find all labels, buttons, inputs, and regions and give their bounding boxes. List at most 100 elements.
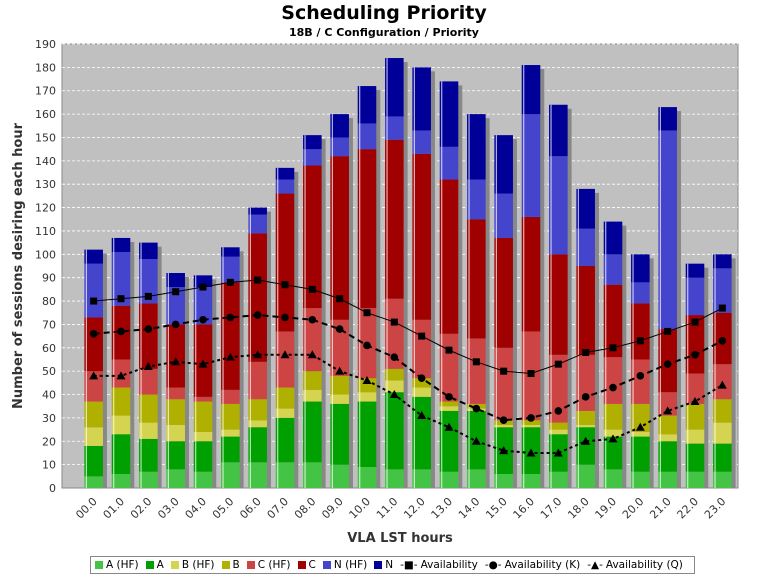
- bar-segment: [84, 445, 103, 477]
- bar-segment: [713, 443, 732, 472]
- x-tick-label: 17.0: [538, 495, 565, 522]
- bar-segment: [248, 399, 267, 421]
- bar-segment: [193, 441, 213, 472]
- bar-segment: [521, 216, 541, 332]
- bar-segment: [357, 149, 377, 309]
- line-marker-square: [609, 344, 617, 352]
- x-tick-label: 22.0: [675, 495, 702, 522]
- line-marker-triangle: [362, 376, 372, 385]
- legend-item: N: [374, 559, 393, 571]
- bar-segment: [467, 114, 486, 180]
- line-marker-triangle: [444, 422, 454, 431]
- line-marker-triangle: [690, 397, 700, 406]
- bar-segment: [439, 81, 459, 147]
- legend-item: -▲- Availability (Q): [587, 559, 683, 571]
- y-tick-label: 100: [35, 248, 56, 261]
- bar-segment: [111, 434, 131, 474]
- legend-label: Availability: [420, 559, 478, 571]
- bar-segment: [631, 303, 650, 360]
- bar-segment: [275, 387, 295, 409]
- line-marker-triangle: [171, 357, 181, 366]
- bar-segment: [111, 473, 131, 488]
- bar-segment: [412, 130, 431, 154]
- bar-segment: [248, 420, 267, 428]
- legend-label: N: [385, 559, 394, 571]
- line-circle: [93, 314, 723, 422]
- bar-segment: [275, 167, 295, 180]
- legend-item: N (HF): [322, 559, 368, 571]
- bar-segment: [84, 371, 103, 402]
- bar-segment: [330, 137, 349, 157]
- legend-label: Availability (K): [504, 559, 581, 571]
- line-marker-square: [636, 337, 644, 345]
- bar-segment: [494, 424, 513, 428]
- bar-segment: [166, 399, 185, 425]
- line-marker-square: [254, 276, 262, 284]
- bar-segment: [330, 464, 349, 488]
- bar-segment: [603, 357, 623, 404]
- legend-label: Availability (Q): [605, 559, 683, 571]
- line-marker-circle: [335, 325, 344, 333]
- bar-segment: [467, 179, 486, 220]
- bar-segment: [549, 104, 568, 157]
- line-marker-circle: [445, 393, 453, 401]
- x-tick-label: 20.0: [620, 495, 647, 522]
- bar-segment: [549, 354, 568, 423]
- y-axis-label: Number of sessions desiring each hour: [11, 122, 26, 409]
- line-marker-triangle: [608, 434, 618, 443]
- legend-swatch: [246, 561, 255, 569]
- bar-segment: [111, 415, 131, 435]
- bar-segment: [303, 401, 322, 463]
- bar-segment: [385, 58, 404, 117]
- bar-segment: [494, 347, 513, 421]
- bar-segment: [713, 399, 732, 423]
- x-tick-label: 21.0: [647, 495, 674, 522]
- bar-segment: [84, 401, 103, 428]
- bar-segment: [330, 319, 349, 376]
- bar-segment: [385, 380, 404, 393]
- bar-segment: [166, 324, 185, 388]
- x-tick-label: 14.0: [456, 495, 483, 522]
- line-marker-circle: [363, 341, 371, 350]
- chart-title: Scheduling Priority: [281, 2, 487, 24]
- legend-swatch: [221, 561, 230, 569]
- bar-segment: [221, 462, 240, 488]
- bar-segment: [685, 263, 705, 278]
- legend-swatch: [374, 561, 383, 569]
- line-marker-square: [144, 292, 152, 300]
- bar-segment: [521, 420, 541, 425]
- bar-segment: [412, 153, 431, 320]
- legend-swatch: [145, 561, 154, 569]
- x-tick-label: 04.0: [183, 495, 210, 522]
- y-tick-label: 50: [42, 365, 56, 378]
- line-marker-circle: [417, 374, 426, 382]
- bar-segment: [549, 429, 568, 435]
- bar-segment: [603, 469, 623, 488]
- y-tick-label: 110: [35, 225, 56, 238]
- line-marker-circle: [253, 311, 262, 319]
- x-tick-label: 07.0: [265, 495, 292, 522]
- bar-segment: [166, 273, 185, 288]
- y-tick-label: 60: [42, 342, 56, 355]
- bar-segment: [357, 466, 377, 488]
- bar-segment: [685, 403, 705, 430]
- bar-segment: [139, 471, 158, 488]
- bar-segment: [412, 396, 431, 470]
- bar-segment: [439, 471, 459, 488]
- line-marker-circle: [663, 360, 672, 368]
- bar-segment: [713, 254, 732, 269]
- y-tick-label: 20: [42, 435, 56, 448]
- bar-segment: [439, 406, 459, 411]
- y-tick-label: 40: [42, 389, 56, 402]
- legend-label: N (HF): [333, 559, 368, 571]
- legend-item: B (HF): [170, 559, 215, 571]
- bar-segment: [631, 254, 650, 283]
- bar-segment: [111, 387, 131, 416]
- bar-segment: [84, 476, 103, 488]
- line-marker-circle: [499, 416, 508, 425]
- x-tick-label: 00.0: [73, 495, 100, 522]
- bar-segment: [685, 429, 705, 444]
- bar-segment: [494, 237, 513, 348]
- line-marker-square: [718, 304, 726, 312]
- line-marker-circle: [554, 407, 563, 415]
